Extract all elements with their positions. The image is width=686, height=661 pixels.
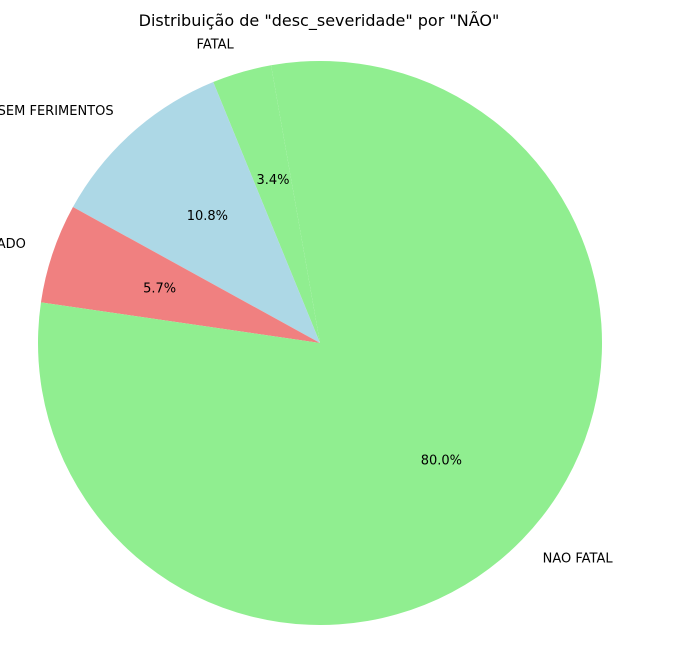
pie-slice-nao-fatal [38,60,603,625]
slice-label-nao-informado: NAO INFORMADO [0,237,26,252]
pct-label-sem-ferimentos: 10.8% [187,209,228,224]
slice-label-sem-ferimentos: SEM FERIMENTOS [0,104,114,119]
pct-label-nao-fatal: 80.0% [421,453,462,468]
slice-label-fatal: FATAL [197,38,235,53]
pie-slice-fatal [213,65,320,343]
pct-label-fatal: 3.4% [256,173,289,188]
chart-title: Distribuição de "desc_severidade" por "N… [139,11,500,31]
labels-layer: FATAL 3.4% SEM FERIMENTOS 10.8% NAO INFORMAD… [0,38,613,567]
slices-layer [38,60,603,625]
pie-slice-sem-ferimentos [72,82,320,343]
pct-label-nao-informado: 5.7% [143,282,176,297]
slice-label-nao-fatal: NAO FATAL [543,552,614,567]
pie-slice-nao-informado [40,207,320,343]
